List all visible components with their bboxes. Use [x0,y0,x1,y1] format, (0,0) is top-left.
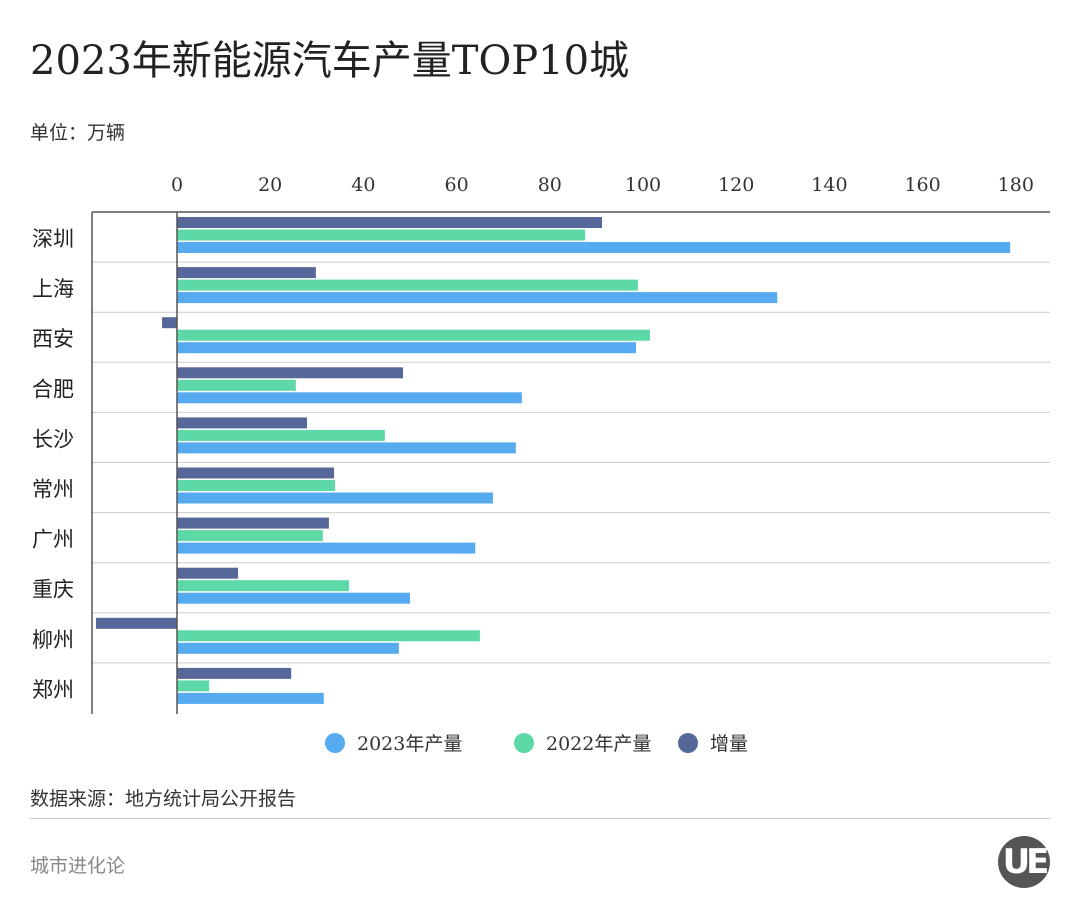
category-label: 深圳 [32,227,74,251]
legend-label: 2022年产量 [546,733,651,755]
bar-2022 [177,229,586,241]
legend-label: 增量 [710,733,748,755]
bar-2023 [177,592,410,604]
x-tick-label: 120 [718,174,754,196]
brand-logo: UE [998,836,1050,888]
bar-2023 [177,342,637,354]
x-tick-label: 140 [811,174,847,196]
bar-increase [95,617,177,629]
bar-2023 [177,442,516,454]
x-tick-label: 60 [445,174,469,196]
source-note: 数据来源：地方统计局公开报告 [30,788,297,810]
bar-2022 [177,480,335,491]
bar-increase [177,267,316,279]
legend-marker [514,733,534,753]
bar-2023 [177,242,1011,253]
bar-increase [177,517,329,529]
category-label: 上海 [32,277,74,301]
x-tick-label: 40 [351,174,375,196]
bar-2022 [177,429,385,441]
bar-2022 [177,279,638,291]
bar-increase [177,367,404,379]
x-tick-label: 80 [538,174,562,196]
category-label: 长沙 [32,427,74,451]
category-label: 郑州 [32,678,74,702]
category-label: 广州 [32,528,74,552]
legend-marker [678,733,698,753]
bar-2023 [177,392,522,404]
x-tick-label: 20 [258,174,282,196]
chart-title: 2023年新能源汽车产量TOP10城 [30,38,630,84]
category-label: 柳州 [32,628,74,652]
category-label: 重庆 [32,578,74,602]
bar-increase [177,667,292,679]
bar-2023 [177,292,778,304]
bar-2023 [177,692,324,704]
category-label: 西安 [32,327,74,351]
bar-2022 [177,530,323,542]
bar-2022 [177,580,349,592]
bar-increase [162,317,177,329]
x-tick-label: 180 [998,174,1034,196]
category-label: 常州 [32,478,74,502]
legend-marker [325,733,345,753]
bar-2023 [177,492,493,504]
bar-2023 [177,542,476,554]
bar-increase [177,417,308,429]
bar-2022 [177,329,650,341]
x-tick-label: 160 [904,174,940,196]
brand-name: 城市进化论 [30,855,126,877]
category-label: 合肥 [32,377,74,401]
bar-2023 [177,642,399,654]
bar-2022 [177,680,210,692]
x-tick-label: 0 [171,174,183,196]
x-tick-label: 100 [625,174,661,196]
unit-label: 单位：万辆 [30,122,126,144]
legend-label: 2023年产量 [357,733,462,755]
divider [30,818,1050,819]
bar-2022 [177,379,296,391]
bar-increase [177,467,335,479]
bar-increase [177,217,602,228]
bar-increase [177,567,239,579]
bar-2022 [177,630,480,642]
